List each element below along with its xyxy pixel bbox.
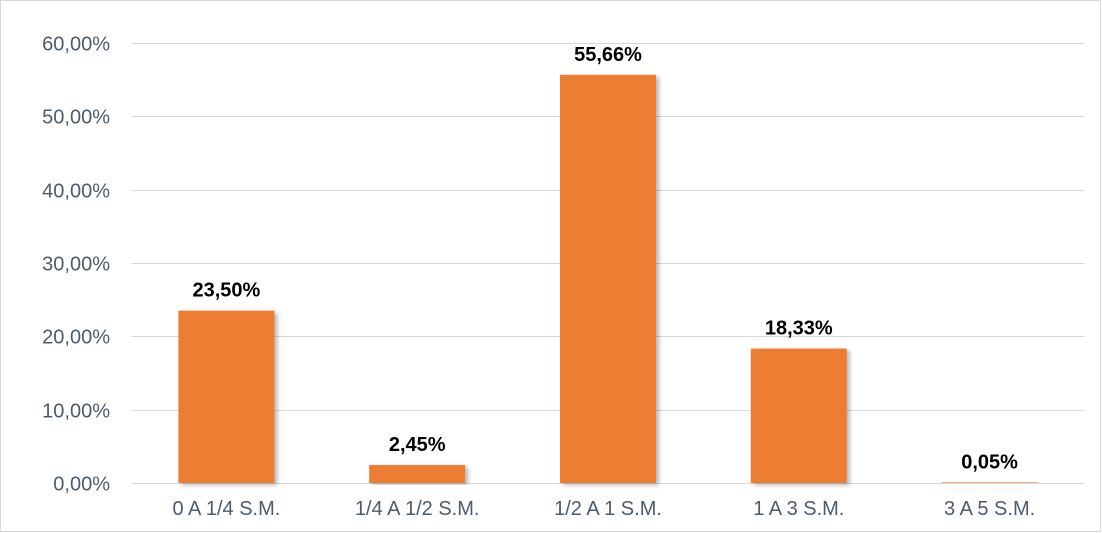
y-tick-label: 40,00% — [42, 181, 110, 203]
data-label: 23,50% — [192, 280, 260, 302]
x-tick-label: 3 A 5 S.M. — [944, 498, 1035, 520]
x-tick-label: 1 A 3 S.M. — [753, 498, 844, 520]
bars — [178, 74, 1038, 484]
bar — [369, 465, 466, 483]
x-tick-label: 1/2 A 1 S.M. — [554, 498, 662, 520]
y-tick-label: 50,00% — [42, 107, 110, 129]
y-tick-label: 60,00% — [42, 34, 110, 56]
bar — [750, 348, 847, 483]
bar — [941, 482, 1038, 483]
data-labels: 23,50% 2,45% 55,66% 18,33% 0,05% — [192, 44, 1018, 474]
x-tick-label: 1/4 A 1/2 S.M. — [355, 498, 480, 520]
y-tick-label: 10,00% — [42, 401, 110, 423]
y-tick-label: 30,00% — [42, 254, 110, 276]
y-axis-tick-labels: 0,00% 10,00% 20,00% 30,00% 40,00% 50,00% 60,00… — [42, 34, 110, 496]
bar — [560, 74, 656, 484]
data-label: 18,33% — [765, 318, 833, 340]
y-tick-label: 0,00% — [53, 474, 110, 496]
data-label: 2,45% — [389, 434, 446, 456]
data-label: 0,05% — [961, 451, 1018, 473]
data-label: 55,66% — [574, 44, 642, 66]
x-tick-label: 0 A 1/4 S.M. — [172, 498, 280, 520]
y-tick-label: 20,00% — [42, 327, 110, 349]
x-axis-tick-labels: 0 A 1/4 S.M. 1/4 A 1/2 S.M. 1/2 A 1 S.M. 1 … — [172, 498, 1035, 520]
bar — [178, 310, 275, 483]
